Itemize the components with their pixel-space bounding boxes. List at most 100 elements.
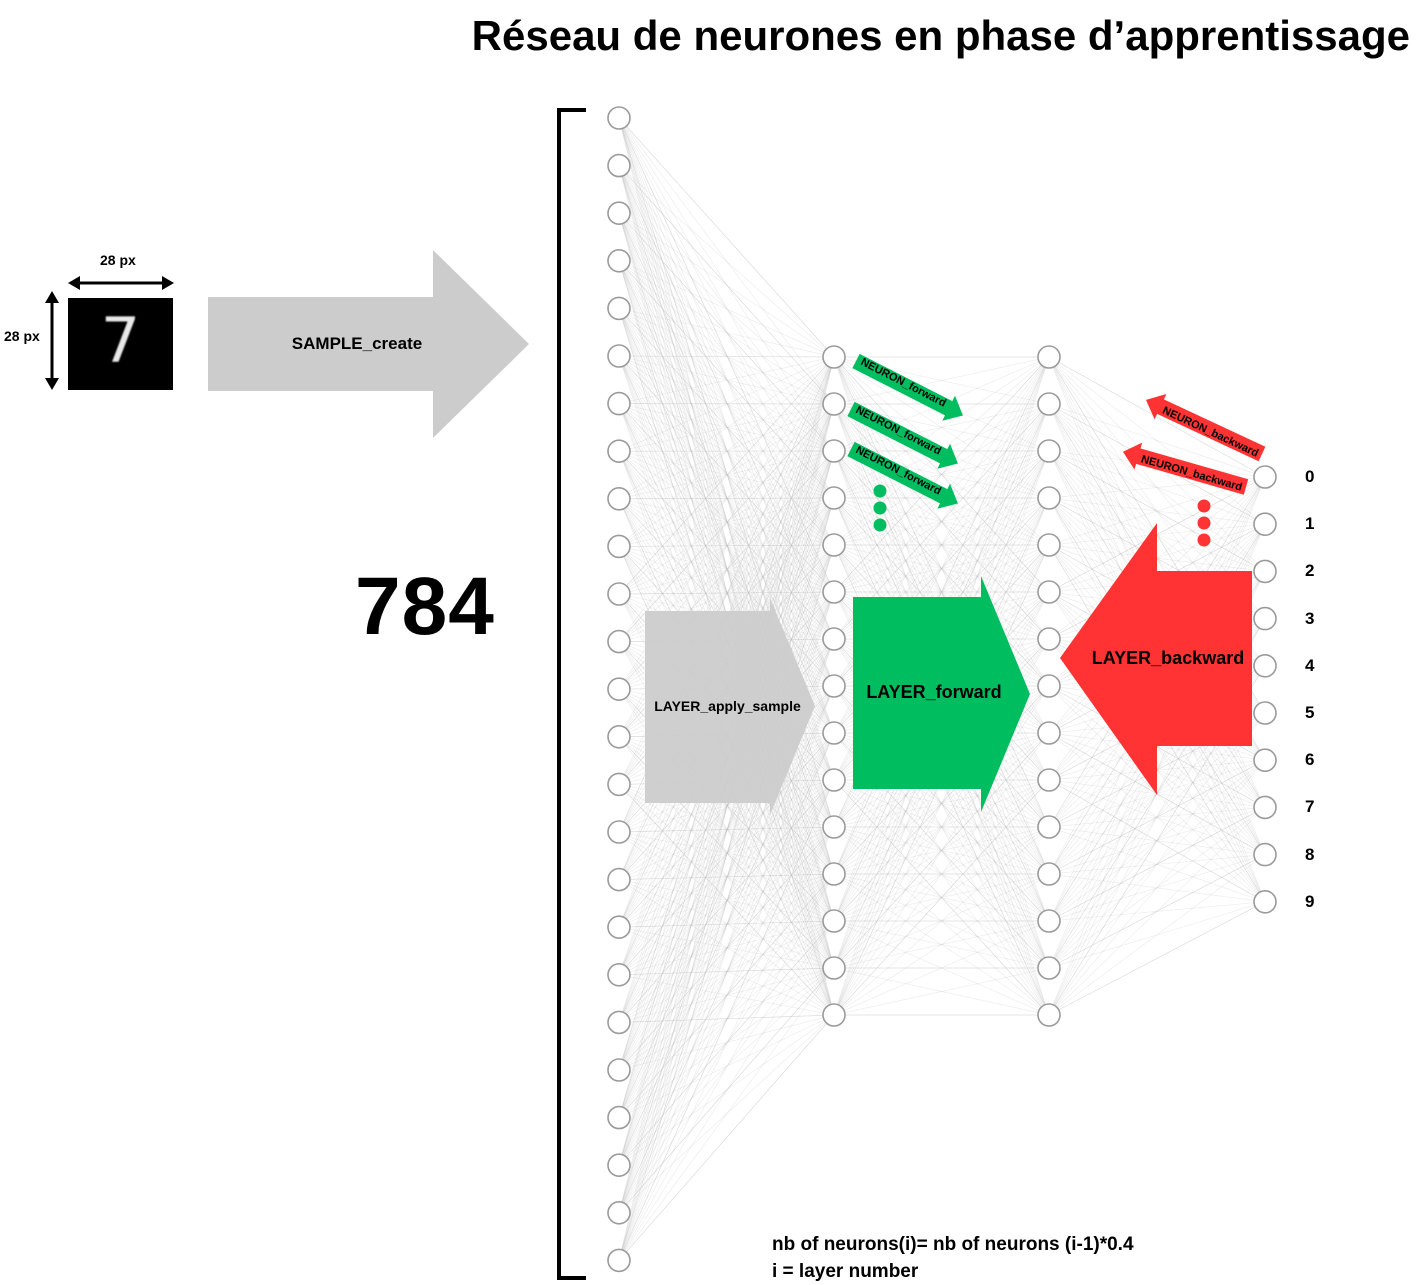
- connection-edge: [833, 403, 1050, 452]
- connection-edge: [618, 732, 835, 976]
- neuron-forward-arrow: NEURON_forward: [851, 351, 968, 425]
- connection-edge: [833, 356, 1050, 499]
- input-neuron: [607, 724, 631, 749]
- neuron-backward-arrow: NEURON_backward: [1120, 441, 1249, 497]
- connection-edge: [833, 779, 1050, 1016]
- neuron-backward-arrow: NEURON_backward: [1141, 390, 1266, 464]
- input-neuron: [607, 962, 631, 987]
- connection-edge: [1048, 356, 1266, 478]
- input-neuron: [607, 106, 631, 130]
- connection-edge: [618, 544, 835, 1213]
- connection-edge: [618, 355, 835, 499]
- output-label: 9: [1305, 891, 1315, 911]
- image-height-label: 28 px: [4, 328, 40, 344]
- connection-edge: [618, 117, 835, 734]
- hidden-1-neuron: [822, 439, 846, 463]
- connection-edge: [618, 117, 835, 405]
- connection-edge: [618, 826, 835, 833]
- connection-edge: [618, 544, 835, 1261]
- hidden-2-neuron: [1037, 768, 1061, 792]
- connection-edge: [833, 920, 1050, 1016]
- connection-edge: [618, 920, 835, 1166]
- connection-edge: [833, 732, 1050, 1016]
- connection-edge: [618, 920, 835, 1261]
- connection-edge: [618, 779, 835, 1118]
- connection-edge: [618, 826, 835, 928]
- connection-edge: [618, 212, 835, 499]
- connection-edge: [833, 497, 1050, 593]
- connection-edge: [618, 165, 835, 452]
- connection-edge: [618, 450, 835, 1166]
- connection-edge: [618, 831, 835, 1016]
- connection-edge: [618, 450, 835, 1213]
- connection-edge: [1048, 759, 1266, 875]
- connection-edge: [618, 356, 835, 595]
- hidden-1-neuron: [822, 815, 846, 839]
- connection-edge: [618, 260, 835, 405]
- output-label: 6: [1305, 750, 1315, 770]
- input-neuron: [607, 153, 631, 178]
- connection-edge: [618, 403, 835, 642]
- input-neuron: [607, 582, 631, 606]
- output-neuron: [1253, 889, 1277, 914]
- sample-create-arrow: [208, 250, 529, 438]
- connection-edge: [1048, 403, 1266, 478]
- connection-edge: [618, 403, 835, 546]
- connection-edge: [618, 117, 835, 969]
- connection-edge: [1048, 759, 1266, 1016]
- connection-edge: [1048, 873, 1266, 903]
- neuron-forward-arrow: NEURON_forward: [846, 399, 963, 473]
- hidden-2-neuron: [1037, 580, 1061, 604]
- output-neuron: [1253, 559, 1277, 584]
- connection-edge: [618, 403, 835, 452]
- connection-edge: [618, 873, 835, 928]
- output-neuron: [1253, 842, 1277, 867]
- connection-edge: [618, 355, 835, 546]
- connection-edge: [618, 260, 835, 452]
- input-neuron: [607, 439, 631, 464]
- connection-edge: [618, 779, 835, 1023]
- connection-edge: [618, 403, 835, 593]
- connection-edge: [618, 450, 835, 593]
- input-neuron: [607, 248, 631, 273]
- hidden-2-neuron: [1037, 533, 1061, 557]
- connection-edge: [618, 1014, 835, 1023]
- hidden-1-neuron: [822, 862, 846, 886]
- connection-edge: [618, 1014, 835, 1261]
- connection-edge: [618, 450, 835, 547]
- connection-edge: [618, 308, 835, 358]
- connection-edge: [833, 967, 1050, 1016]
- input-layer-bracket: [557, 108, 586, 1280]
- connection-edge: [618, 117, 835, 358]
- input-neuron: [607, 391, 631, 416]
- connection-edge: [833, 356, 1050, 499]
- input-neuron: [607, 534, 631, 559]
- connection-edge: [833, 779, 1050, 875]
- connection-edge: [618, 779, 835, 1261]
- connection-edge: [833, 873, 1050, 969]
- connection-edge: [618, 544, 835, 595]
- connection-edge: [618, 967, 835, 976]
- connection-edge: [618, 873, 835, 880]
- output-label: 1: [1305, 514, 1315, 534]
- hidden-1-neuron: [822, 533, 846, 557]
- input-neuron-count: 784: [355, 561, 495, 652]
- connection-edge: [833, 685, 1050, 1016]
- hidden-2-neuron: [1037, 345, 1061, 369]
- connection-edge: [833, 873, 1050, 1016]
- connection-edge: [618, 826, 835, 1261]
- connection-edge: [1048, 759, 1266, 969]
- connection-edge: [618, 826, 835, 1071]
- connection-edge: [618, 497, 835, 1166]
- connection-edge: [618, 873, 835, 1213]
- connection-edge: [1048, 854, 1266, 969]
- hidden-2-neuron: [1037, 486, 1061, 510]
- connection-edge: [833, 826, 1050, 922]
- layer-forward-label: LAYER_forward: [866, 682, 1002, 702]
- connection-edge: [833, 920, 1050, 969]
- connection-edge: [618, 967, 835, 1023]
- connection-edge: [618, 450, 835, 1261]
- input-neuron: [607, 1105, 631, 1130]
- connection-edge: [618, 1014, 835, 1071]
- connection-edge: [618, 213, 835, 640]
